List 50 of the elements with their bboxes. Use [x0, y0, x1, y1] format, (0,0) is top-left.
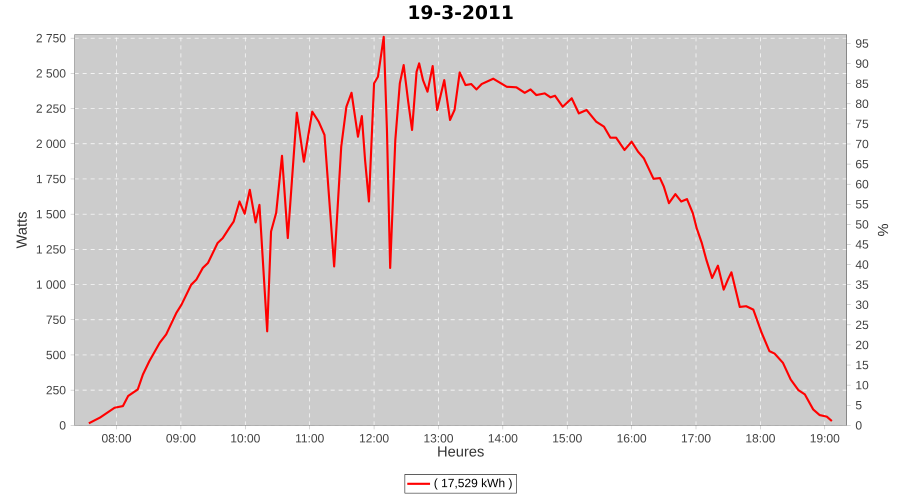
x-axis-title: Heures	[438, 446, 484, 457]
x-tick-label: 19:00	[810, 434, 840, 443]
y2-tick-label: 10	[856, 380, 868, 390]
y2-tick-label: 50	[856, 220, 868, 229]
y2-tick-label: 25	[856, 320, 868, 330]
y-tick-label: 2 500	[36, 69, 66, 78]
y-tick-label: 2 250	[36, 104, 66, 113]
y2-tick-label: 5	[856, 401, 862, 410]
y2-tick-label: 55	[856, 200, 868, 208]
y2-tick-label: 95	[856, 39, 868, 48]
y-axis-title: Watts	[16, 212, 27, 248]
x-tick-label: 18:00	[746, 434, 775, 443]
x-tick-label: 16:00	[618, 434, 646, 443]
y2-tick-label: 80	[856, 100, 868, 108]
y-tick-label: 1 250	[36, 245, 66, 254]
y2-tick-label: 15	[856, 360, 868, 370]
y2-tick-label: 90	[856, 59, 868, 68]
x-tick-label: 08:00	[102, 434, 132, 443]
y-tick-label: 2 000	[36, 140, 66, 148]
y2-tick-label: 70	[856, 140, 868, 148]
x-tick-label: 11:00	[296, 434, 324, 443]
legend-label: ( 17,529 kWh )	[434, 478, 512, 490]
y-tick-label: 2 750	[36, 34, 66, 42]
y-tick-label: 500	[46, 350, 66, 360]
y2-tick-label: 45	[856, 240, 868, 249]
chart-title: 19-3-2011	[410, 5, 513, 20]
x-tick-label: 17:00	[682, 434, 711, 443]
y2-axis-title: %	[878, 224, 888, 236]
y2-tick-label: 85	[856, 79, 868, 88]
x-tick-label: 15:00	[553, 434, 582, 443]
y-tick-label: 1 750	[36, 174, 66, 184]
line-series	[88, 36, 833, 424]
y2-tick-label: 60	[856, 180, 868, 188]
y2-tick-label: 30	[856, 300, 868, 310]
y2-tick-label: 35	[856, 280, 868, 289]
x-tick-label: 12:00	[360, 434, 389, 443]
x-tick-label: 14:00	[488, 434, 518, 443]
y2-tick-label: 75	[856, 120, 868, 128]
y-tick-label: 750	[46, 315, 66, 324]
x-tick-label: 10:00	[231, 434, 260, 443]
y2-tick-label: 40	[856, 260, 868, 269]
x-tick-label: 09:00	[166, 434, 196, 443]
y-tick-label: 0	[60, 421, 66, 430]
y2-tick-label: 65	[856, 160, 868, 168]
y-tick-label: 1 500	[36, 210, 66, 218]
y2-tick-label: 20	[856, 340, 868, 350]
y2-tick-label: 0	[856, 421, 862, 430]
y-tick-label: 250	[46, 386, 66, 394]
x-tick-label: 13:00	[424, 434, 454, 443]
y-tick-label: 1 000	[36, 280, 66, 289]
